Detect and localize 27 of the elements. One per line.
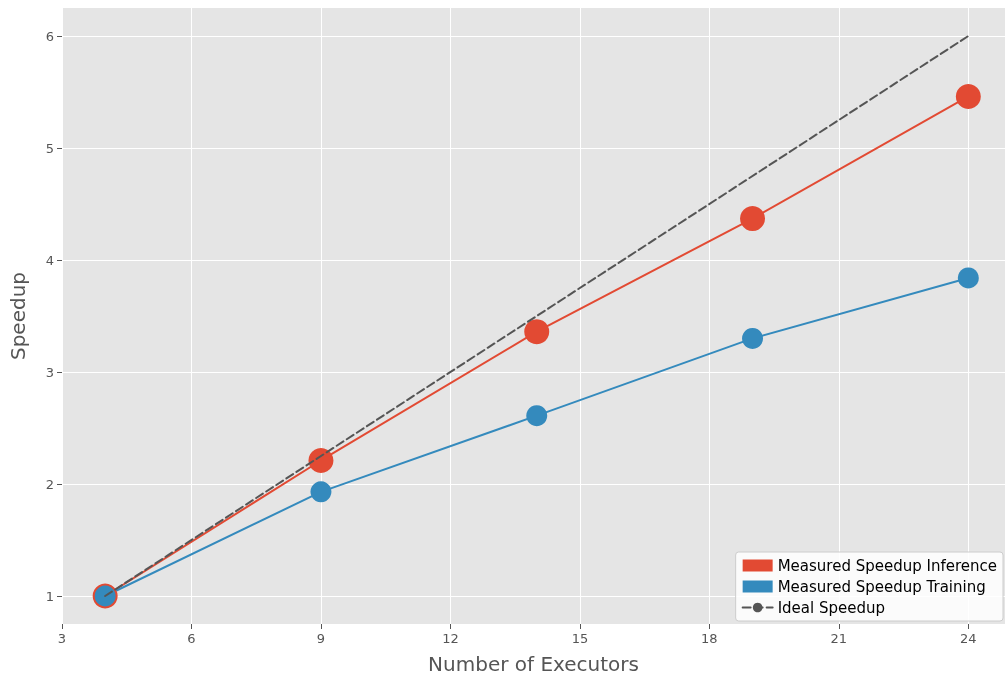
- y-tick-label: 3: [45, 364, 54, 380]
- y-tick-label: 6: [45, 28, 54, 44]
- x-tick-label: 18: [701, 631, 718, 646]
- x-axis-title: Number of Executors: [428, 652, 639, 676]
- point: [742, 327, 764, 349]
- legend-label: Ideal Speedup: [777, 598, 886, 617]
- y-tick-label: 2: [45, 476, 54, 492]
- point: [308, 447, 334, 473]
- y-tick-label: 5: [45, 140, 54, 156]
- x-tick-label: 15: [571, 631, 589, 646]
- x-tick-label: 3: [57, 631, 67, 646]
- point: [524, 319, 550, 345]
- point: [957, 267, 979, 289]
- legend-label: Measured Speedup Inference: [777, 556, 998, 575]
- point: [955, 83, 981, 109]
- x-tick-label: 9: [316, 631, 326, 646]
- y-tick-label: 4: [45, 252, 54, 268]
- x-tick-label: 6: [187, 631, 196, 646]
- legend-label: Measured Speedup Training: [777, 577, 986, 596]
- x-tick-label: 24: [960, 631, 977, 646]
- point: [310, 481, 332, 503]
- x-tick-label: 21: [830, 631, 848, 646]
- y-tick-label: 1: [45, 588, 54, 604]
- point: [740, 206, 766, 232]
- y-axis-title: Speedup: [6, 271, 30, 361]
- point: [526, 405, 548, 427]
- x-tick-label: 12: [442, 631, 459, 646]
